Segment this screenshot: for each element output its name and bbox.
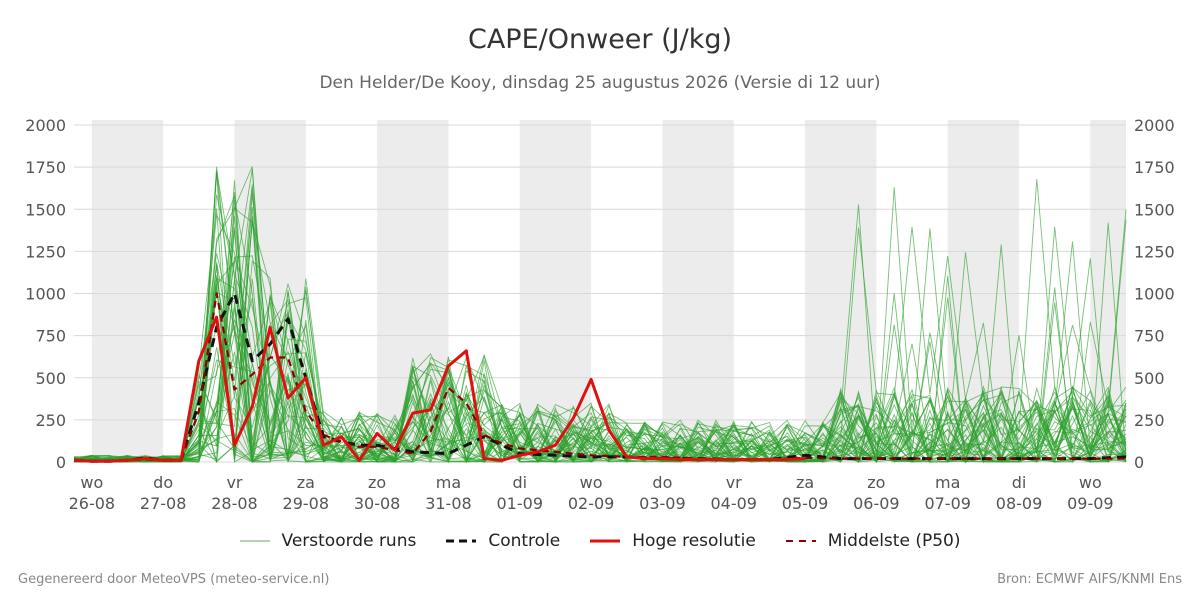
- x-tick-day-26-08: wo: [80, 473, 103, 492]
- x-tick-date-09-09: 09-09: [1067, 494, 1114, 513]
- ensemble-run-39: [73, 194, 1127, 463]
- x-tick-day-30-08: zo: [368, 473, 386, 492]
- y-tick-left-0: 0: [56, 453, 66, 472]
- legend-item-median[interactable]: Middelste (P50): [785, 531, 961, 551]
- ensemble-run-36: [73, 286, 1127, 463]
- y-tick-right-1500: 1500: [1134, 200, 1175, 219]
- y-tick-left-1500: 1500: [25, 200, 66, 219]
- legend-item-hres[interactable]: Hoge resolutie: [590, 531, 756, 551]
- y-tick-left-1750: 1750: [25, 158, 66, 177]
- y-tick-left-250: 250: [35, 411, 66, 430]
- x-tick-day-04-09: vr: [726, 473, 742, 492]
- x-tick-day-03-09: do: [652, 473, 672, 492]
- y-tick-right-1000: 1000: [1134, 285, 1175, 304]
- x-tick-day-07-09: ma: [935, 473, 960, 492]
- x-tick-day-28-08: vr: [226, 473, 242, 492]
- x-tick-date-28-08: 28-08: [211, 494, 258, 513]
- night-band-4: [662, 120, 734, 462]
- x-tick-date-08-09: 08-09: [996, 494, 1043, 513]
- x-tick-date-03-09: 03-09: [639, 494, 686, 513]
- x-tick-date-27-08: 27-08: [140, 494, 187, 513]
- legend-swatch-ensemble: [239, 540, 270, 542]
- ensemble-run-38: [73, 303, 1127, 463]
- y-tick-left-2000: 2000: [25, 116, 66, 135]
- x-tick-day-31-08: ma: [436, 473, 461, 492]
- x-tick-date-29-08: 29-08: [283, 494, 330, 513]
- legend-swatch-median: [785, 540, 816, 542]
- y-tick-left-1000: 1000: [25, 285, 66, 304]
- y-tick-right-500: 500: [1134, 369, 1165, 388]
- y-tick-left-500: 500: [35, 369, 66, 388]
- y-tick-right-750: 750: [1134, 327, 1165, 346]
- chart-title: CAPE/Onweer (J/kg): [467, 24, 732, 55]
- ensemble-run-43: [73, 213, 1127, 464]
- x-tick-date-30-08: 30-08: [354, 494, 401, 513]
- y-tick-right-1250: 1250: [1134, 242, 1175, 261]
- night-band-0: [91, 120, 164, 462]
- y-tick-right-250: 250: [1134, 411, 1165, 430]
- x-tick-day-09-09: wo: [1079, 473, 1102, 492]
- series-hoge-resolutie: [73, 315, 806, 463]
- x-tick-day-01-09: di: [512, 473, 527, 492]
- legend-swatch-control: [446, 539, 477, 543]
- x-tick-day-08-09: di: [1012, 473, 1027, 492]
- x-tick-day-06-09: zo: [867, 473, 885, 492]
- y-tick-left-750: 750: [35, 327, 66, 346]
- y-axis-right: 0 250 500 750 1000 1250 1500 1750 2000: [1134, 116, 1175, 472]
- x-tick-date-06-09: 06-09: [853, 494, 900, 513]
- legend-label-ensemble: Verstoorde runs: [281, 531, 417, 551]
- y-tick-right-0: 0: [1134, 453, 1144, 472]
- ensemble-run-48: [73, 229, 1127, 464]
- y-axis-left: 0 250 500 750 1000 1250 1500 1750 2000: [25, 116, 66, 472]
- ensemble-run-40: [73, 216, 1127, 464]
- x-tick-date-26-08: 26-08: [69, 494, 116, 513]
- legend-label-median: Middelste (P50): [827, 531, 961, 551]
- legend-label-hres: Hoge resolutie: [632, 531, 756, 551]
- x-tick-date-01-09: 01-09: [497, 494, 544, 513]
- x-tick-day-05-09: za: [796, 473, 814, 492]
- chart-subtitle: Den Helder/De Kooy, dinsdag 25 augustus …: [319, 73, 881, 93]
- x-tick-date-04-09: 04-09: [710, 494, 757, 513]
- x-tick-day-29-08: za: [297, 473, 315, 492]
- ensemble-run-44: [73, 359, 1127, 463]
- ensemble-run-45: [73, 187, 1127, 463]
- x-tick-date-31-08: 31-08: [425, 494, 472, 513]
- x-tick-date-07-09: 07-09: [924, 494, 971, 513]
- legend-swatch-hres: [590, 539, 621, 543]
- legend-label-control: Controle: [488, 531, 561, 551]
- y-tick-right-2000: 2000: [1134, 116, 1175, 135]
- legend: Verstoorde runs Controle Hoge resolutie …: [0, 531, 1200, 551]
- y-tick-right-1750: 1750: [1134, 158, 1175, 177]
- series-controle: [73, 292, 1127, 463]
- footer-source: Bron: ECMWF AIFS/KNMI Ens: [997, 572, 1182, 587]
- legend-item-ensemble[interactable]: Verstoorde runs: [239, 531, 417, 551]
- x-axis: wo 26-08 do 27-08 vr 28-08 za 29-08 zo 30-08 ma 31-…: [69, 473, 1114, 513]
- footer-credit: Gegenereerd door MeteoVPS (meteo-service…: [18, 572, 330, 587]
- series-middelste-p50: [73, 292, 1126, 463]
- x-tick-date-02-09: 02-09: [568, 494, 615, 513]
- x-tick-date-05-09: 05-09: [782, 494, 829, 513]
- ensemble-run-50: [73, 244, 1127, 463]
- x-tick-day-02-09: wo: [580, 473, 603, 492]
- main-series: [73, 292, 1127, 463]
- x-tick-day-27-08: do: [153, 473, 173, 492]
- legend-item-control[interactable]: Controle: [446, 531, 560, 551]
- y-tick-left-1250: 1250: [25, 242, 66, 261]
- ensemble-run-49: [73, 226, 1127, 464]
